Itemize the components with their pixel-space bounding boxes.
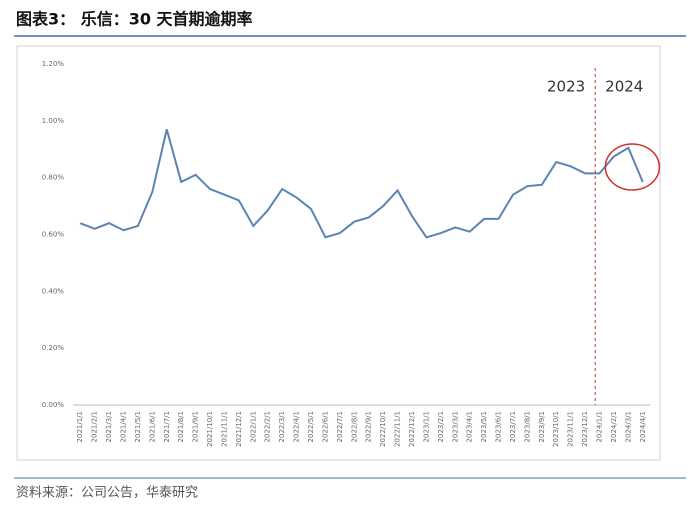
x-tick-label: 2022/8/1 [350,411,358,442]
x-tick-label: 2021/7/1 [163,411,171,442]
figure-title: 图表3： 乐信：30 天首期逾期率 [16,10,253,29]
source-note: 资料来源：公司公告，华泰研究 [16,486,198,501]
x-tick-label: 2022/10/1 [379,411,387,447]
x-tick-label: 2021/1/1 [76,411,84,442]
y-tick-label: 0.80% [42,174,65,182]
x-tick-label: 2021/5/1 [134,411,142,442]
x-tick-label: 2021/11/1 [220,411,228,447]
x-tick-label: 2022/1/1 [249,411,257,442]
x-tick-label: 2023/6/1 [495,411,503,442]
y-tick-label: 0.40% [42,287,65,295]
x-tick-label: 2022/4/1 [293,411,301,442]
x-tick-label: 2021/12/1 [235,411,243,447]
x-tick-label: 2023/12/1 [581,411,589,447]
x-tick-label: 2023/8/1 [523,411,531,442]
x-tick-label: 2021/3/1 [105,411,113,442]
x-tick-label: 2021/8/1 [177,411,185,442]
x-tick-label: 2023/9/1 [538,411,546,442]
x-tick-label: 2021/2/1 [91,411,99,442]
x-tick-label: 2023/7/1 [509,411,517,442]
x-tick-label: 2024/2/1 [610,411,618,442]
x-tick-label: 2024/3/1 [624,411,632,442]
x-tick-label: 2022/3/1 [278,411,286,442]
chart-frame [16,45,661,461]
y-tick-label: 0.00% [42,401,65,409]
x-tick-label: 2021/4/1 [119,411,127,442]
x-tick-label: 2022/6/1 [321,411,329,442]
x-tick-label: 2023/1/1 [422,411,430,442]
highlight-circle [604,143,661,191]
year-annotation: 2024 [605,78,643,96]
x-tick-label: 2023/4/1 [466,411,474,442]
x-tick-label: 2021/10/1 [206,411,214,447]
y-tick-label: 0.20% [42,344,65,352]
x-tick-label: 2022/11/1 [394,411,402,447]
x-tick-label: 2023/5/1 [480,411,488,442]
line-series [79,129,644,239]
x-tick-label: 2021/9/1 [192,411,200,442]
x-tick-label: 2022/7/1 [336,411,344,442]
x-tick-label: 2022/5/1 [307,411,315,442]
x-tick-label: 2024/4/1 [639,411,647,442]
y-tick-label: 0.60% [42,231,65,239]
y-tick-label: 1.20% [42,60,65,68]
x-tick-label: 2022/12/1 [408,411,416,447]
y-tick-label: 1.00% [42,117,65,125]
x-tick-label: 2023/2/1 [437,411,445,442]
year-annotation: 2023 [547,78,585,96]
x-tick-label: 2023/10/1 [552,411,560,447]
x-tick-label: 2023/11/1 [567,411,575,447]
x-tick-label: 2022/9/1 [365,411,373,442]
x-tick-label: 2021/6/1 [148,411,156,442]
x-tick-label: 2024/1/1 [596,411,604,442]
x-tick-label: 2023/3/1 [451,411,459,442]
x-tick-label: 2022/2/1 [264,411,272,442]
